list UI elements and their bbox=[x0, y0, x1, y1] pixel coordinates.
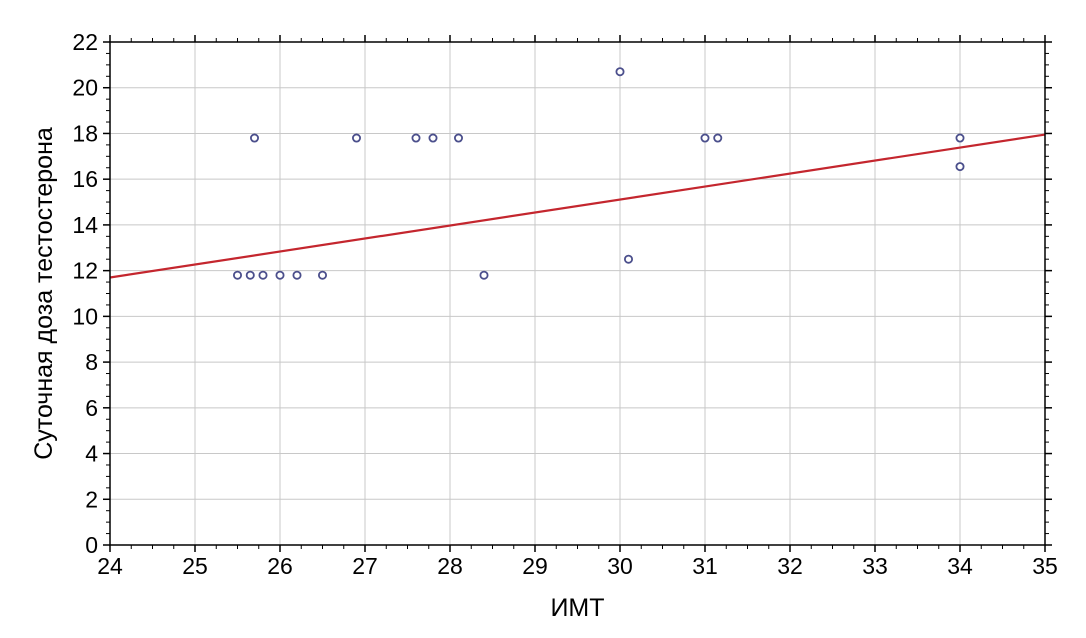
x-tick-label: 29 bbox=[522, 553, 548, 579]
x-tick-label: 33 bbox=[862, 553, 888, 579]
y-tick-label: 2 bbox=[85, 486, 98, 512]
x-tick-label: 34 bbox=[947, 553, 973, 579]
y-tick-label: 20 bbox=[72, 75, 98, 101]
data-point bbox=[428, 133, 438, 143]
x-tick-label: 24 bbox=[97, 553, 123, 579]
data-point bbox=[700, 133, 710, 143]
data-point bbox=[232, 270, 242, 280]
data-point bbox=[317, 270, 327, 280]
x-tick-label: 31 bbox=[692, 553, 718, 579]
x-tick-labels: 24 25 26 27 28 29 30 31 32 33 34 35 bbox=[97, 553, 1058, 579]
x-axis-title: ИМТ bbox=[550, 594, 604, 622]
x-tick-label: 35 bbox=[1032, 553, 1058, 579]
y-tick-labels: 0 2 4 6 8 10 12 14 16 18 20 22 bbox=[72, 29, 98, 558]
trend-line-layer bbox=[109, 133, 1046, 279]
data-point bbox=[955, 133, 965, 143]
data-points bbox=[232, 67, 965, 280]
data-point bbox=[713, 133, 723, 143]
x-tick-label: 28 bbox=[437, 553, 463, 579]
data-point bbox=[955, 162, 965, 172]
data-point bbox=[615, 67, 625, 77]
x-tick-label: 32 bbox=[777, 553, 803, 579]
y-tick-label: 0 bbox=[85, 532, 98, 558]
y-tick-label: 10 bbox=[72, 303, 98, 329]
data-point bbox=[245, 270, 255, 280]
data-point bbox=[351, 133, 361, 143]
plot-area-frame bbox=[109, 41, 1046, 546]
data-point bbox=[453, 133, 463, 143]
data-point bbox=[292, 270, 302, 280]
data-point bbox=[275, 270, 285, 280]
y-tick-label: 16 bbox=[72, 166, 98, 192]
y-tick-label: 14 bbox=[72, 212, 98, 238]
y-tick-label: 22 bbox=[72, 29, 98, 55]
trend-line bbox=[109, 133, 1046, 279]
y-tick-label: 4 bbox=[85, 441, 98, 467]
data-point bbox=[411, 133, 421, 143]
data-point bbox=[249, 133, 259, 143]
grid-lines bbox=[110, 42, 1045, 545]
x-tick-label: 27 bbox=[352, 553, 378, 579]
x-tick-label: 25 bbox=[182, 553, 208, 579]
y-tick-label: 12 bbox=[72, 258, 98, 284]
data-point bbox=[258, 270, 268, 280]
y-tick-label: 6 bbox=[85, 395, 98, 421]
data-point bbox=[624, 254, 634, 264]
y-tick-label: 18 bbox=[72, 120, 98, 146]
y-tick-label: 8 bbox=[85, 349, 98, 375]
data-point bbox=[479, 270, 489, 280]
axis-ticks bbox=[103, 35, 1052, 552]
x-tick-label: 26 bbox=[267, 553, 293, 579]
y-axis-title: Суточная доза тестостерона bbox=[30, 127, 58, 460]
x-tick-label: 30 bbox=[607, 553, 633, 579]
